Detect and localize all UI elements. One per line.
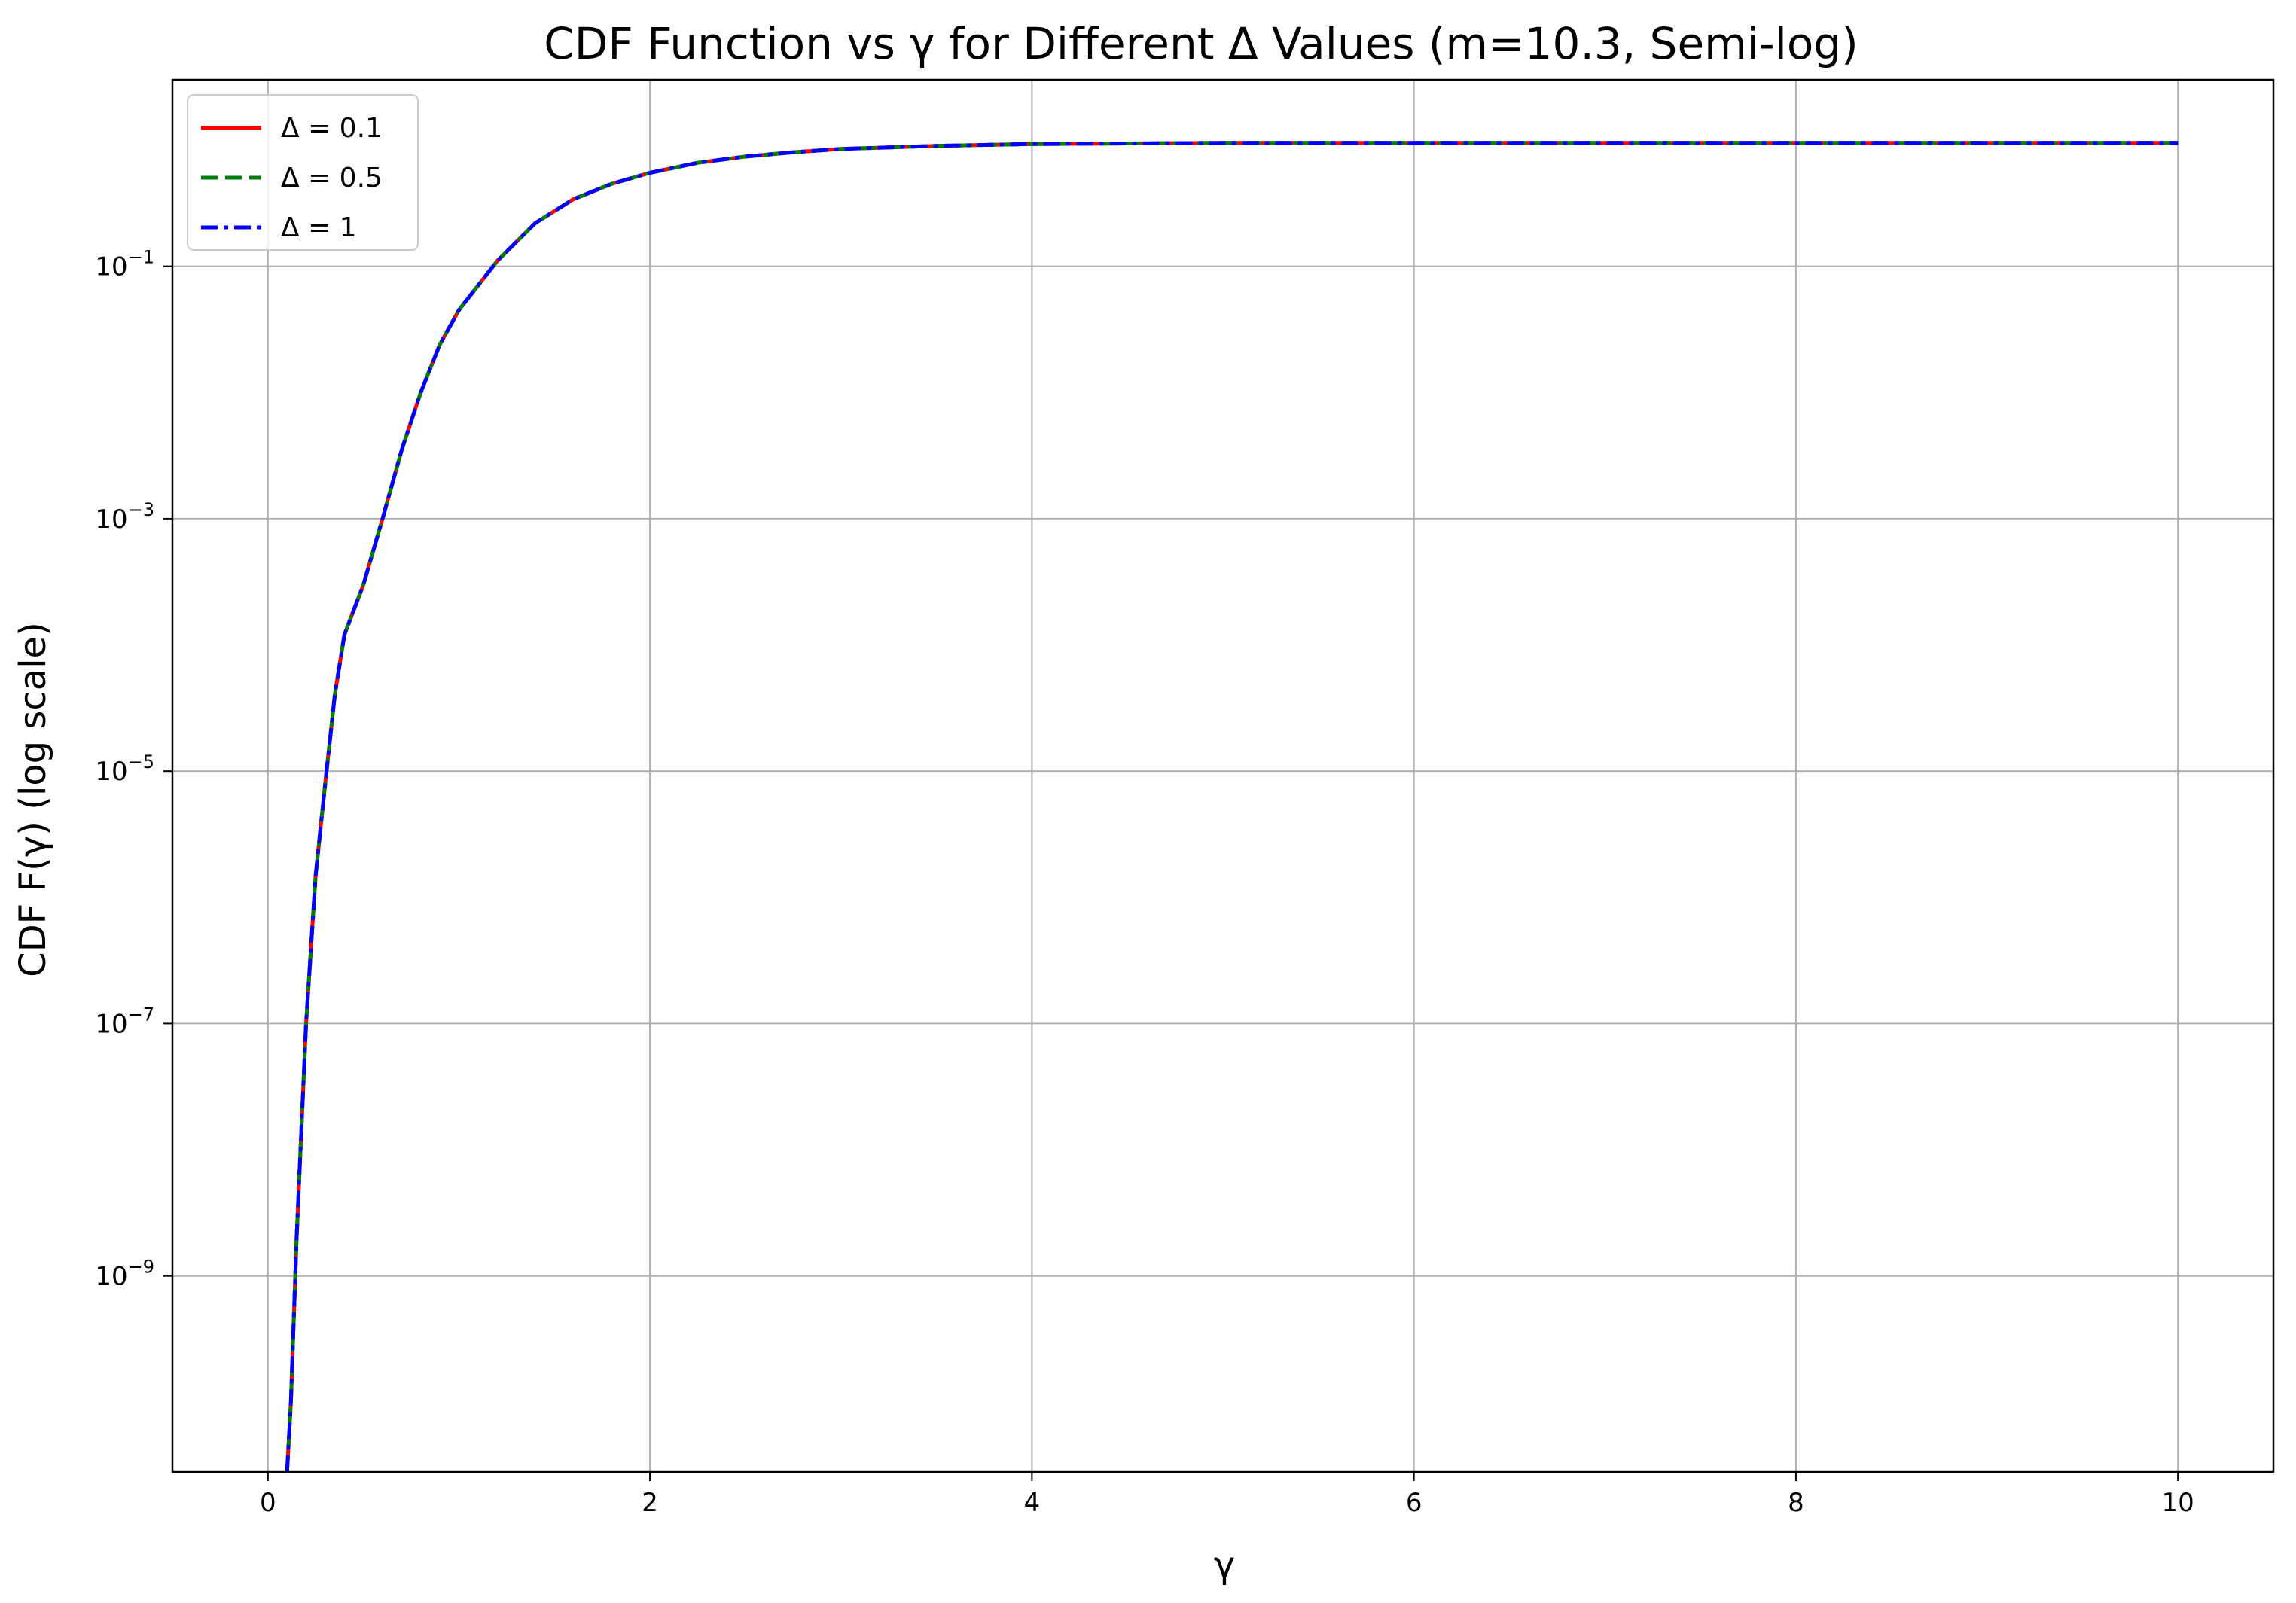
- legend-label: Δ = 0.1: [281, 113, 383, 144]
- series-line-2: [285, 141, 2179, 1473]
- legend: Δ = 0.1 Δ = 0.5 Δ = 1: [187, 94, 419, 251]
- legend-label: Δ = 1: [281, 212, 357, 243]
- y-tick-exponent: −3: [128, 499, 154, 520]
- legend-box: [187, 94, 419, 251]
- x-tick-label: 0: [260, 1488, 276, 1518]
- y-tick-base: 10: [95, 504, 127, 535]
- y-tick-base: 10: [95, 1009, 127, 1039]
- y-tick-label: 10−3: [95, 499, 154, 535]
- x-tick-label: 2: [642, 1488, 658, 1518]
- y-tick-exponent: −9: [128, 1257, 154, 1278]
- y-tick-label: 10−5: [95, 751, 154, 787]
- x-tick-label: 6: [1406, 1488, 1422, 1518]
- y-tick-base: 10: [95, 757, 127, 787]
- x-tick-label: 4: [1024, 1488, 1041, 1518]
- y-tick-exponent: −5: [128, 751, 154, 773]
- legend-label: Δ = 0.5: [281, 163, 383, 194]
- y-axis-label: CDF F(γ) (log scale): [12, 622, 54, 977]
- x-tick-label: 10: [2162, 1488, 2194, 1518]
- y-tick-base: 10: [95, 1262, 127, 1292]
- y-tick-label: 10−1: [95, 247, 154, 282]
- y-tick-base: 10: [95, 252, 127, 282]
- y-tick-label: 10−9: [95, 1257, 154, 1292]
- y-tick-exponent: −7: [128, 1004, 154, 1025]
- axes-frame: [171, 78, 2275, 1473]
- x-tick-label: 8: [1788, 1488, 1804, 1518]
- y-tick-exponent: −1: [128, 247, 154, 268]
- x-axis-label: γ: [1214, 1544, 1235, 1586]
- plot-area: [285, 141, 2179, 1473]
- grid: [172, 80, 2273, 1472]
- chart-title: CDF Function vs γ for Different Δ Values…: [544, 18, 1858, 69]
- y-tick-label: 10−7: [95, 1004, 154, 1039]
